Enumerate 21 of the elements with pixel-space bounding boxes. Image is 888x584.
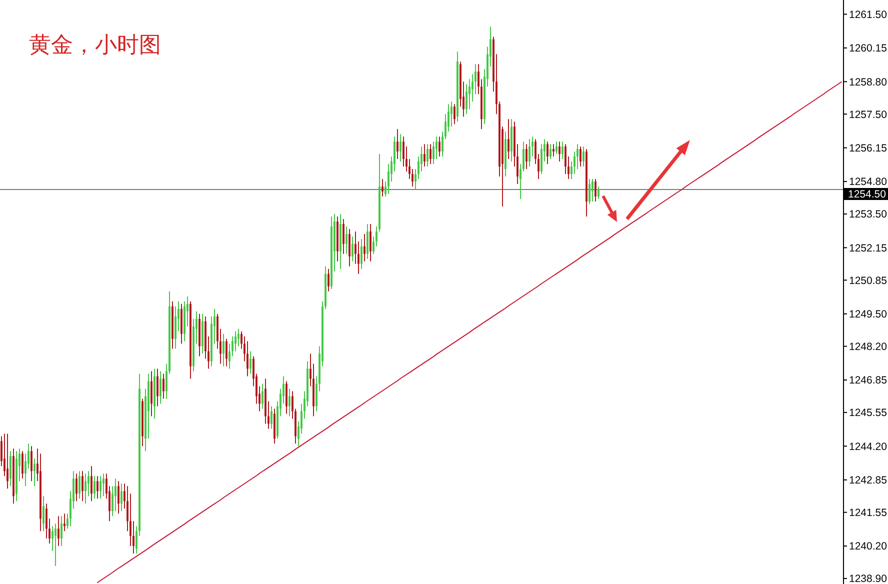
y-tick-label: 1260.15 xyxy=(849,42,888,55)
y-tick-label: 1238.90 xyxy=(849,573,888,584)
y-tick-label: 1245.55 xyxy=(849,407,888,420)
y-tick-label: 1241.55 xyxy=(849,507,888,520)
y-tick-label: 1257.50 xyxy=(849,108,888,121)
text: 黄金，小时图 xyxy=(29,32,161,57)
line-series xyxy=(97,81,842,583)
y-tick-label: 1242.85 xyxy=(849,474,888,487)
y-tick-label: 1261.50 xyxy=(849,8,888,21)
y-tick-label: 1246.85 xyxy=(849,374,888,387)
y-tick-label: 1249.50 xyxy=(849,308,888,321)
y-tick-label: 1240.20 xyxy=(849,540,888,553)
y-tick-label: 1248.20 xyxy=(849,340,888,353)
y-tick-label: 1256.15 xyxy=(849,142,888,154)
y-tick-label: 1244.20 xyxy=(849,440,888,453)
y-tick-label: 1252.15 xyxy=(849,242,888,254)
y-tick-label: 1258.80 xyxy=(849,76,888,88)
y-tick-label: 1250.85 xyxy=(849,274,888,287)
ref-line-label: 1254.50 xyxy=(848,188,886,201)
y-tick-label: 1253.50 xyxy=(849,208,888,221)
y-tick-label: 1254.80 xyxy=(849,176,888,188)
